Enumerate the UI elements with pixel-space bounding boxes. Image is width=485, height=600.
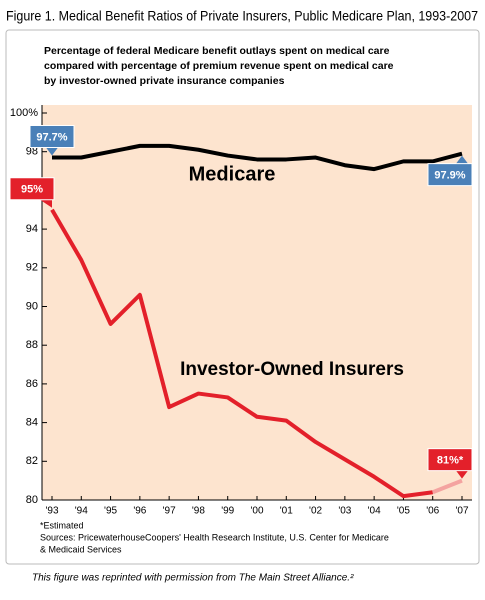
frame xyxy=(5,29,480,565)
y-tick-label: 94 xyxy=(26,223,38,235)
credit: This figure was reprinted with permissio… xyxy=(32,573,354,584)
subtitle: compared with percentage of premium reve… xyxy=(44,60,394,72)
x-tick-label: '93 xyxy=(45,506,58,517)
x-tick-label: '95 xyxy=(104,506,117,517)
label-box xyxy=(9,177,55,201)
x-tick-label: '01 xyxy=(280,506,293,517)
label-pointer xyxy=(456,155,468,164)
x-tick-label: '99 xyxy=(221,506,234,517)
series-name: Medicare xyxy=(189,163,276,185)
y-tick-label: 98 xyxy=(26,146,38,158)
y-tick-label: 82 xyxy=(26,455,38,467)
label-pointer xyxy=(40,199,52,208)
x-tick-label: '02 xyxy=(309,506,322,517)
x-tick-label: '06 xyxy=(426,506,439,517)
y-tick-label: 90 xyxy=(26,300,38,312)
y-tick-label: 84 xyxy=(26,417,38,429)
x-tick-label: '98 xyxy=(192,506,205,517)
y-tick-label: 88 xyxy=(26,339,38,351)
estimated-line xyxy=(431,478,463,495)
x-tick-label: '94 xyxy=(75,506,88,517)
note: & Medicaid Services xyxy=(40,544,122,554)
label-box xyxy=(427,163,473,187)
note: Sources: PricewaterhouseCoopers' Health … xyxy=(40,532,389,542)
subtitle: Percentage of federal Medicare benefit o… xyxy=(44,45,390,57)
y-tick-label: 80 xyxy=(26,494,38,506)
x-tick-label: '07 xyxy=(455,506,468,517)
series-line xyxy=(50,208,433,499)
data-label: 97.7% xyxy=(36,131,67,143)
y-tick-label: 86 xyxy=(26,378,38,390)
y-tick-label: 92 xyxy=(26,262,38,274)
x-tick-label: '04 xyxy=(368,506,381,517)
label-box xyxy=(427,448,473,472)
x-tick-label: '05 xyxy=(397,506,410,517)
data-label: 97.9% xyxy=(434,170,465,182)
label-pointer xyxy=(456,470,468,479)
label-pointer xyxy=(46,147,58,156)
y-tick-label: 100% xyxy=(10,107,38,119)
plot-background xyxy=(42,105,472,500)
x-tick-label: '97 xyxy=(163,506,176,517)
data-label: 95% xyxy=(21,184,43,196)
series-line xyxy=(52,143,463,172)
subtitle: by investor-owned private insurance comp… xyxy=(44,75,285,87)
x-tick-label: '96 xyxy=(133,506,146,517)
data-label: 81%* xyxy=(437,455,464,467)
chart-title: Figure 1. Medical Benefit Ratios of Priv… xyxy=(6,8,478,24)
x-tick-label: '00 xyxy=(250,506,263,517)
note: *Estimated xyxy=(40,520,84,530)
label-box xyxy=(29,125,75,149)
series-name: Investor-Owned Insurers xyxy=(180,359,404,380)
x-tick-label: '03 xyxy=(338,506,351,517)
